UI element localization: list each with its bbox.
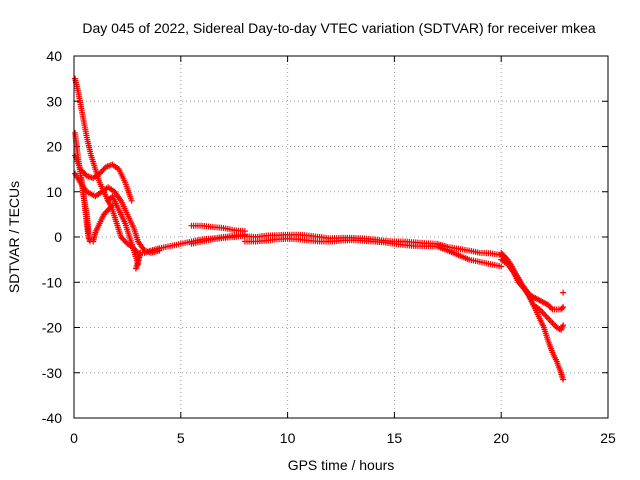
series-track-i [188,222,248,235]
y-tick-label: -10 [42,274,62,290]
series-track-f [90,202,116,245]
x-tick-label: 15 [387,430,403,446]
data-points [72,75,567,383]
x-tick-label: 20 [493,430,509,446]
series-track-k [241,231,505,259]
y-tick-label: 30 [46,93,62,109]
y-tick-label: -30 [42,365,62,381]
data-point-marker [559,305,566,312]
x-tick-label: 25 [600,430,616,446]
y-tick-label: -40 [42,410,62,426]
x-tick-label: 10 [280,430,296,446]
data-point-marker [560,304,567,311]
x-tick-label: 0 [70,430,78,446]
y-tick-label: 10 [46,184,62,200]
y-tick-label: -20 [42,320,62,336]
series-track-j [188,232,248,247]
y-tick-label: 0 [54,229,62,245]
data-point-marker [156,247,163,254]
series-track-b [72,170,163,256]
series-track-l [241,235,505,270]
y-tick-label: 20 [46,139,62,155]
data-point-marker [560,289,567,296]
x-tick-label: 5 [177,430,185,446]
series-outlier [560,289,567,296]
data-point-marker [137,249,144,256]
axis-ticks: 0 5 10 15 20 25 -40 -30 -20 -10 0 10 20 30 40 [42,48,616,446]
series-track-o [498,256,567,383]
y-axis-title: SDTVAR / TECUs [6,181,22,293]
data-point-marker [498,263,505,270]
y-tick-label: 40 [46,48,62,64]
chart-title: Day 045 of 2022, Sidereal Day-to-day VTE… [82,20,595,36]
data-point-marker [560,322,567,329]
plot-frame [73,55,609,419]
data-point-marker [560,376,567,383]
data-point-marker [128,197,135,204]
series-track-n [498,249,567,333]
series-track-h [132,249,144,272]
x-axis-title: GPS time / hours [288,457,395,473]
